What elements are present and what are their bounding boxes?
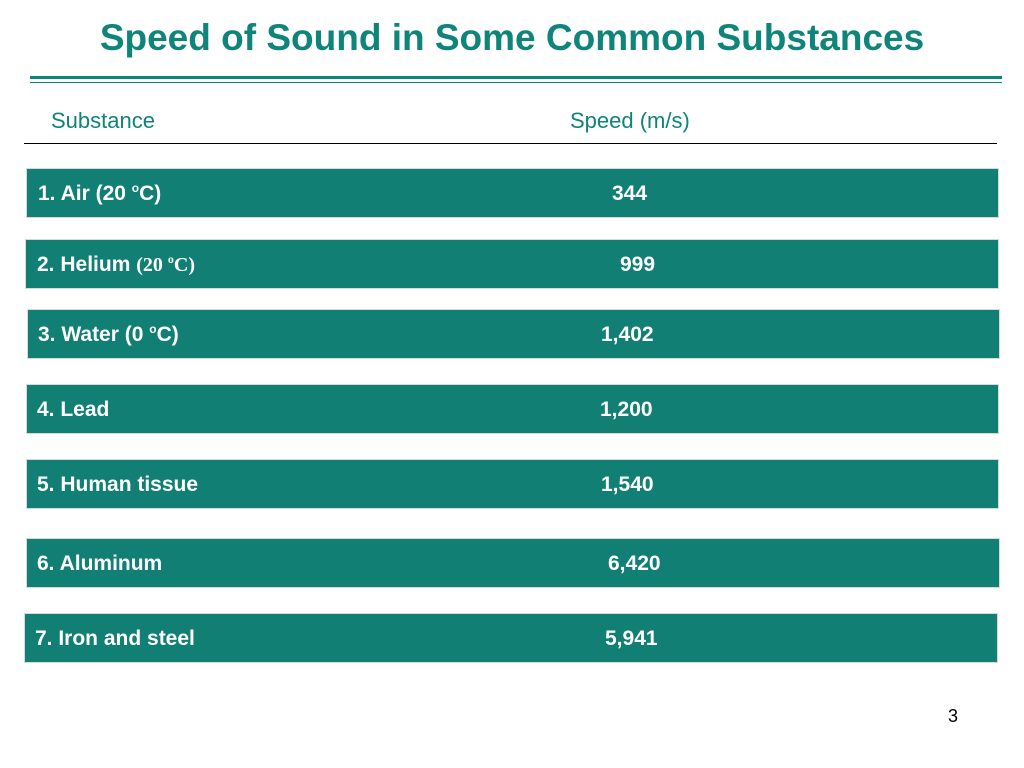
speed-cell: 999 <box>620 253 656 276</box>
substance-cell: 1. Air (20 oC) <box>38 181 162 205</box>
substance-cell: 6. Aluminum <box>37 552 163 575</box>
speed-cell: 5,941 <box>605 627 658 650</box>
substance-cell: 7. Iron and steel <box>35 627 195 650</box>
table-row: 2. Helium (20 oC) 999 <box>25 239 999 289</box>
table-row: 5. Human tissue 1,540 <box>26 459 999 509</box>
speed-cell: 1,200 <box>600 398 653 421</box>
table-row: 1. Air (20 oC) 344 <box>26 168 999 218</box>
speed-cell: 6,420 <box>608 552 661 575</box>
substance-cell: 3. Water (0 oC) <box>38 322 179 346</box>
column-header-substance: Substance <box>51 108 155 133</box>
speed-cell: 1,540 <box>601 473 654 496</box>
title-divider-thin <box>30 82 1002 83</box>
substance-cell: 2. Helium (20 oC) <box>37 252 195 276</box>
title-divider-thick <box>30 76 1002 79</box>
table-row: 7. Iron and steel 5,941 <box>24 613 998 663</box>
table-row: 4. Lead 1,200 <box>26 384 999 434</box>
table-row: 6. Aluminum 6,420 <box>26 538 1000 588</box>
page-number: 3 <box>948 706 959 726</box>
slide-title: Speed of Sound in Some Common Substances <box>99 17 925 58</box>
table-row: 3. Water (0 oC) 1,402 <box>27 309 1000 359</box>
column-header-speed: Speed (m/s) <box>570 108 690 133</box>
speed-cell: 1,402 <box>601 323 654 346</box>
speed-cell: 344 <box>612 182 648 205</box>
header-divider <box>24 143 997 144</box>
substance-cell: 4. Lead <box>37 398 110 421</box>
substance-cell: 5. Human tissue <box>37 473 199 496</box>
